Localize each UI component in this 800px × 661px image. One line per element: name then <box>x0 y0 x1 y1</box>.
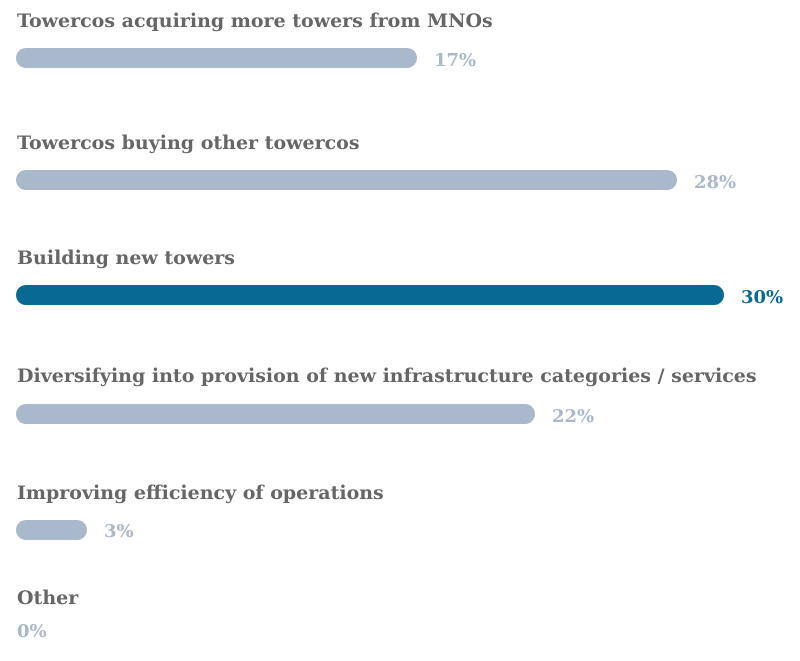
bar <box>16 404 535 424</box>
category-label: Improving efficiency of operations <box>17 482 384 504</box>
category-label: Towercos buying other towercos <box>17 132 360 154</box>
value-label: 30% <box>741 287 784 308</box>
value-label: 17% <box>434 50 477 71</box>
category-label: Other <box>17 587 79 609</box>
category-label: Building new towers <box>17 247 235 269</box>
value-label: 3% <box>104 521 134 542</box>
category-label: Towercos acquiring more towers from MNOs <box>17 10 493 32</box>
value-label: 0% <box>17 621 47 642</box>
bar <box>16 48 417 68</box>
category-label: Diversifying into provision of new infra… <box>17 365 757 387</box>
bar <box>16 520 87 540</box>
bar <box>16 285 724 305</box>
bar <box>16 170 677 190</box>
value-label: 22% <box>552 406 595 427</box>
value-label: 28% <box>694 172 737 193</box>
